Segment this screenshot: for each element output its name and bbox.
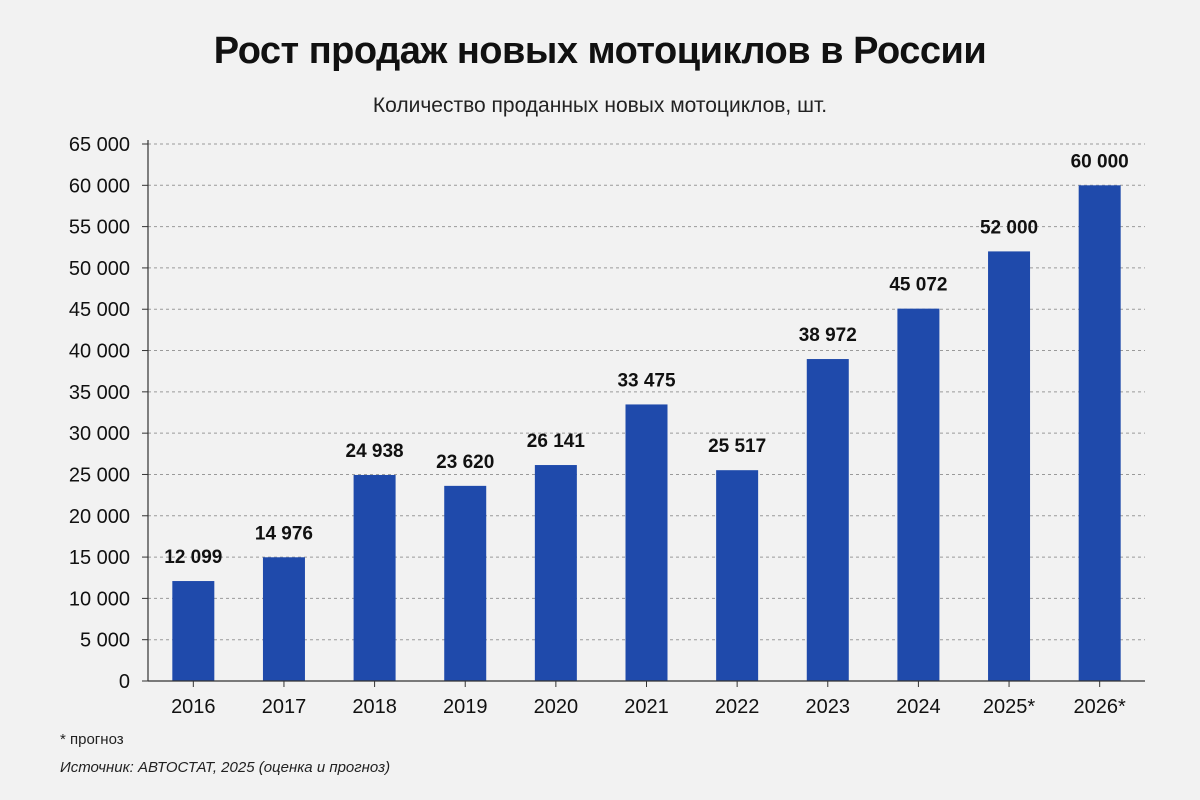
y-tick-label: 5 000: [80, 630, 130, 652]
y-tick-label: 20 000: [69, 506, 130, 528]
y-tick-label: 25 000: [69, 464, 130, 486]
x-tick-label: 2019: [443, 696, 488, 718]
bar-2026: [1078, 185, 1121, 682]
y-tick-label: 65 000: [69, 134, 130, 156]
y-tick-label: 45 000: [69, 299, 130, 321]
y-axis-ticks: 0 5 000 10 000 15 000 20 000 25 000 30 000 35 0…: [69, 134, 148, 693]
x-tick-label: 2017: [262, 696, 307, 718]
x-tick-label: 2024: [896, 696, 941, 718]
bar-2020: [534, 465, 577, 681]
y-tick-label: 10 000: [69, 588, 130, 610]
bar-2022: [716, 470, 759, 681]
bar-2018: [353, 474, 396, 681]
x-tick-label: 2025*: [983, 696, 1035, 718]
bar-2019: [444, 485, 487, 681]
y-tick-label: 50 000: [69, 258, 130, 280]
forecast-footnote: * прогноз: [60, 731, 124, 748]
y-tick-label: 30 000: [69, 423, 130, 445]
value-label: 26 141: [527, 431, 586, 452]
value-labels: 12 099 14 976 24 938 23 620 26 141 33 475 25 5…: [164, 151, 1128, 568]
source-note: Источник: АВТОСТАТ, 2025 (оценка и прогн…: [60, 759, 391, 776]
chart-subtitle: Количество проданных новых мотоциклов, ш…: [372, 94, 828, 117]
axes: [147, 140, 1145, 682]
y-tick-label: 35 000: [69, 382, 130, 404]
chart-title: Рост продаж новых мотоциклов в России: [213, 30, 987, 72]
value-label: 12 099: [164, 547, 222, 568]
y-tick-label: 40 000: [69, 341, 130, 363]
bar-2025: [988, 251, 1031, 681]
bars: [172, 185, 1121, 682]
x-tick-label: 2018: [352, 696, 397, 718]
value-label: 24 938: [346, 441, 404, 462]
value-label: 14 976: [255, 523, 313, 544]
bar-2024: [897, 308, 940, 681]
bar-2017: [262, 557, 305, 681]
x-tick-label: 2026*: [1074, 696, 1126, 718]
bar-2021: [625, 404, 668, 681]
y-tick-label: 60 000: [69, 175, 130, 197]
value-label: 45 072: [889, 275, 947, 296]
value-label: 25 517: [708, 436, 766, 457]
value-label: 60 000: [1071, 151, 1129, 172]
y-tick-label: 15 000: [69, 547, 130, 569]
x-tick-label: 2023: [806, 696, 851, 718]
bar-2023: [806, 359, 849, 681]
x-tick-label: 2016: [171, 696, 216, 718]
value-label: 52 000: [980, 217, 1038, 238]
bar-2016: [172, 581, 215, 681]
value-label: 23 620: [436, 452, 494, 473]
y-tick-label: 55 000: [69, 217, 130, 239]
y-tick-label: 0: [119, 671, 130, 693]
value-label: 33 475: [617, 370, 676, 391]
value-label: 38 972: [799, 325, 857, 346]
x-axis-ticks: 2016 2017 2018 2019 2020 2021 2022 2023 2024 2025…: [171, 681, 1126, 718]
x-tick-label: 2020: [534, 696, 579, 718]
x-tick-label: 2021: [624, 696, 669, 718]
x-tick-label: 2022: [715, 696, 760, 718]
